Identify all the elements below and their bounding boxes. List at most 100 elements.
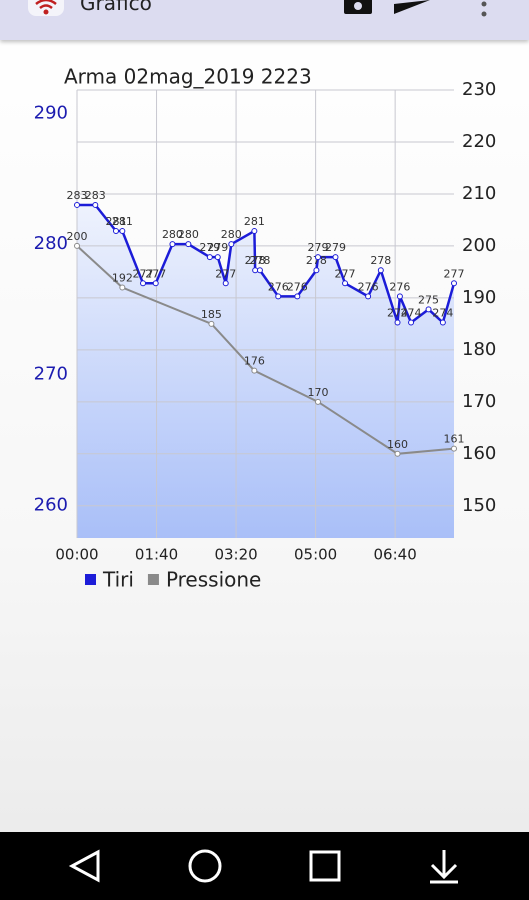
- data-point: [74, 201, 80, 208]
- data-label: 274: [432, 306, 453, 319]
- x-tick-label: 03:20: [214, 546, 257, 564]
- data-point: [74, 242, 80, 249]
- menu-dot[interactable]: [481, 1, 487, 7]
- data-label: 277: [215, 267, 236, 280]
- send-button[interactable]: [394, 0, 430, 14]
- y2-tick-label: 230: [462, 79, 496, 100]
- data-label: 277: [145, 267, 166, 280]
- y2-tick-label: 200: [462, 235, 496, 256]
- data-point: [119, 284, 126, 291]
- chart-title: Arma 02mag_2019 2223: [64, 65, 312, 89]
- data-point: [314, 398, 321, 405]
- data-point: [152, 280, 159, 287]
- data-label: 283: [85, 189, 106, 202]
- data-label: 280: [162, 228, 183, 241]
- data-label: 279: [307, 241, 328, 254]
- legend-label: Tiri: [102, 568, 134, 592]
- data-point: [394, 319, 401, 326]
- data-label: 277: [133, 267, 154, 280]
- data-label: 281: [244, 215, 265, 228]
- y2-tick-label: 220: [462, 131, 496, 152]
- x-tick-label: 01:40: [135, 546, 178, 564]
- data-point: [451, 445, 457, 452]
- data-label: 275: [418, 293, 439, 306]
- data-label: 283: [67, 189, 88, 202]
- data-point: [92, 201, 99, 208]
- legend-swatch: [85, 574, 96, 585]
- data-label: 278: [306, 254, 327, 267]
- data-point: [214, 254, 221, 261]
- data-label: 277: [335, 267, 356, 280]
- legend-swatch: [147, 574, 159, 585]
- data-point: [314, 254, 321, 261]
- y2-tick-label: 190: [462, 287, 496, 308]
- download-button[interactable]: [430, 850, 458, 884]
- data-label: 279: [207, 241, 228, 254]
- data-label: 170: [307, 386, 328, 399]
- data-label: 278: [249, 254, 270, 267]
- y2-tick-label: 170: [462, 391, 496, 412]
- data-point: [169, 241, 176, 248]
- data-point: [228, 241, 235, 248]
- data-label: 276: [358, 280, 379, 293]
- data-label: 160: [387, 438, 408, 451]
- data-point: [252, 267, 259, 274]
- data-label: 278: [245, 254, 266, 267]
- data-label: 276: [389, 280, 410, 293]
- data-label: 185: [201, 308, 222, 321]
- data-point: [256, 267, 263, 274]
- menu-dot[interactable]: [481, 11, 487, 17]
- nav-bar: [0, 832, 529, 900]
- data-label: 281: [105, 215, 126, 228]
- data-point: [425, 306, 432, 313]
- data-label: 274: [401, 306, 422, 319]
- y2-tick-label: 150: [462, 495, 496, 516]
- data-label: 274: [387, 306, 408, 319]
- y2-tick-label: 160: [462, 443, 496, 464]
- x-tick-label: 06:40: [374, 546, 417, 564]
- data-point: [294, 293, 301, 300]
- home-button[interactable]: [188, 849, 222, 883]
- y2-tick-label: 210: [462, 183, 496, 204]
- data-label: 176: [244, 355, 265, 368]
- data-label: 278: [370, 254, 391, 267]
- y-tick-label: 270: [34, 364, 68, 385]
- data-label: 277: [444, 267, 465, 280]
- data-point: [251, 228, 258, 235]
- data-label: 161: [444, 433, 465, 446]
- y2-tick-label: 180: [462, 339, 496, 360]
- wifi-dot: [43, 9, 49, 15]
- x-tick-label: 00:00: [55, 546, 98, 564]
- data-point: [251, 367, 258, 374]
- data-label: 192: [112, 271, 133, 284]
- data-label: 279: [199, 241, 220, 254]
- y-tick-label: 290: [34, 103, 68, 124]
- data-point: [439, 319, 446, 326]
- data-label: 279: [325, 241, 346, 254]
- nav-icons: [68, 849, 458, 884]
- data-point: [208, 320, 215, 327]
- data-point: [112, 228, 119, 235]
- data-point: [313, 267, 320, 274]
- data-point: [119, 228, 126, 235]
- data-point: [185, 241, 192, 248]
- data-point: [396, 293, 403, 300]
- back-button[interactable]: [68, 849, 100, 883]
- data-point: [394, 450, 401, 457]
- chart: Arma 02mag_2019 2223 2602702802901501601…: [34, 65, 497, 592]
- data-point: [365, 293, 372, 300]
- data-label: 280: [221, 228, 242, 241]
- x-tick-label: 05:00: [294, 546, 337, 564]
- data-label: 281: [112, 215, 133, 228]
- data-label: 276: [287, 280, 308, 293]
- app-title: Grafico: [80, 0, 152, 15]
- data-point: [377, 267, 384, 274]
- data-point: [332, 254, 339, 261]
- y-tick-label: 260: [34, 494, 68, 515]
- data-point: [275, 293, 282, 300]
- recents-button[interactable]: [309, 850, 341, 882]
- data-label: 280: [178, 228, 199, 241]
- save-icon-dot: [354, 2, 362, 10]
- data-point: [222, 280, 229, 287]
